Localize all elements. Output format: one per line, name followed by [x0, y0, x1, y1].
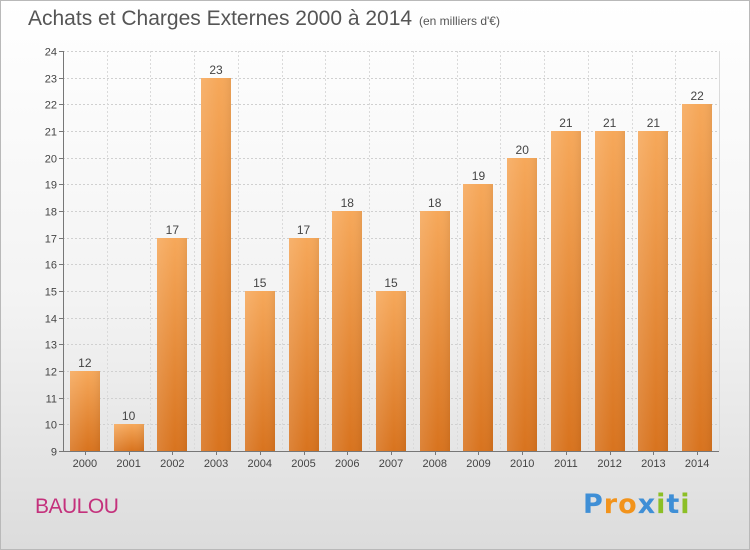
bar-shine	[245, 291, 275, 451]
bar-shine	[420, 211, 450, 451]
brand-letter: r	[603, 489, 619, 520]
x-tick-label: 2014	[685, 458, 709, 470]
bar-shine	[332, 211, 362, 451]
value-label: 18	[341, 196, 355, 210]
value-label: 17	[166, 223, 180, 237]
y-tick-label: 15	[45, 287, 57, 299]
chart-title: Achats et Charges Externes 2000 à 2014	[28, 7, 413, 30]
x-tick-label: 2010	[510, 458, 534, 470]
value-label: 18	[428, 196, 442, 210]
brand-letter: x	[637, 489, 657, 520]
x-tick-label: 2002	[160, 458, 184, 470]
x-tick-label: 2008	[422, 458, 446, 470]
bar-shine	[595, 131, 625, 451]
x-tick-label: 2004	[248, 458, 272, 470]
value-label: 15	[384, 276, 398, 290]
axes: 9 10 11 12 13 14 15 16 17 18 19 20 21 22 23 24	[45, 47, 719, 459]
commune-name: BAULOU	[35, 495, 119, 518]
value-label: 10	[122, 409, 136, 423]
x-tick-label: 2009	[466, 458, 490, 470]
value-label: 20	[516, 143, 530, 157]
brand-letter: o	[618, 489, 638, 520]
value-label: 12	[78, 356, 92, 370]
x-tick-label: 2012	[597, 458, 621, 470]
value-label: 21	[647, 116, 661, 130]
bars	[70, 78, 712, 451]
value-label: 21	[559, 116, 573, 130]
y-tick-label: 19	[45, 180, 57, 192]
x-tick-label: 2001	[116, 458, 140, 470]
y-tick-label: 9	[51, 447, 57, 459]
y-tick-label: 16	[45, 260, 57, 272]
bar-shine	[376, 291, 406, 451]
brand-logo[interactable]: Proxiti	[583, 489, 691, 520]
x-tick-label: 2013	[641, 458, 665, 470]
x-tick-label: 2003	[204, 458, 228, 470]
y-tick-label: 13	[45, 340, 57, 352]
y-tick-label: 12	[45, 367, 57, 379]
x-tick-label: 2006	[335, 458, 359, 470]
bar-shine	[638, 131, 668, 451]
value-label: 17	[297, 223, 311, 237]
brand-letter: i	[656, 489, 667, 520]
bar-shine	[463, 184, 493, 451]
chart-subtitle: (en milliers d'€)	[419, 14, 500, 28]
bar-shine	[201, 78, 231, 451]
y-tick-label: 11	[46, 394, 57, 406]
y-tick-label: 17	[45, 234, 57, 246]
value-label: 23	[209, 63, 223, 77]
value-label: 19	[472, 169, 486, 183]
value-label: 21	[603, 116, 617, 130]
y-tick-label: 22	[45, 100, 57, 112]
y-tick-label: 24	[45, 47, 57, 59]
brand-letter: t	[666, 489, 681, 520]
y-tick-label: 14	[45, 314, 57, 326]
y-tick-label: 10	[45, 420, 57, 432]
value-label: 22	[690, 89, 704, 103]
x-tick-label: 2007	[379, 458, 403, 470]
brand-letter: P	[583, 489, 604, 520]
bar-shine	[114, 424, 144, 451]
y-tick-label: 18	[45, 207, 57, 219]
x-tick-label: 2000	[73, 458, 97, 470]
bar-shine	[70, 371, 100, 451]
value-label: 15	[253, 276, 267, 290]
bar-shine	[157, 238, 187, 451]
y-tick-label: 20	[45, 154, 57, 166]
y-tick-label: 23	[45, 74, 57, 86]
y-tick-label: 21	[45, 127, 57, 139]
labels: 12 2000 10 2001 17 2002 23 2003 15 2004 17 2005 18 20…	[73, 63, 710, 470]
brand-letter: i	[680, 489, 691, 520]
bar-shine	[551, 131, 581, 451]
x-tick-label: 2011	[554, 458, 578, 470]
bar-shine	[507, 158, 537, 451]
bar-shine	[289, 238, 319, 451]
bar-shine	[682, 104, 712, 451]
x-tick-label: 2005	[291, 458, 315, 470]
